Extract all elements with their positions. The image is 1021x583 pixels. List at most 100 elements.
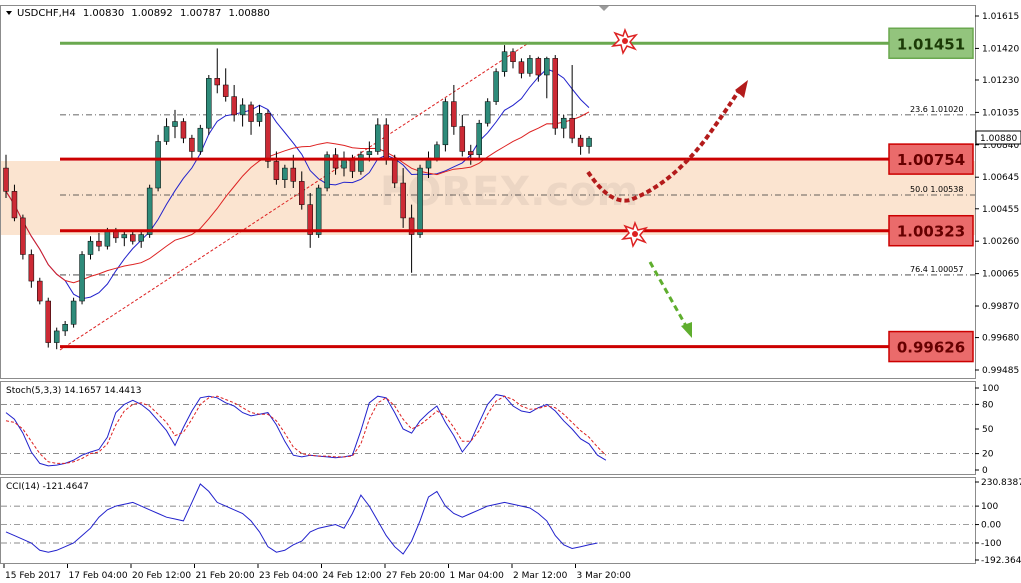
watermark: FOREX.com <box>380 169 638 215</box>
candle-body <box>163 126 170 142</box>
chart-header: USDCHF,H4 1.00830 1.00892 1.00787 1.0088… <box>17 8 270 19</box>
time-tick-label: 23 Feb 04:00 <box>259 571 318 581</box>
candle-body <box>577 137 584 147</box>
stochastic-tick-label: 0 <box>982 466 988 476</box>
candle-body <box>130 234 136 242</box>
candle-body <box>518 61 525 74</box>
price-tick-label: 1.00645 <box>982 173 1019 183</box>
chart-shift-marker-icon[interactable] <box>599 6 609 11</box>
fibo-label: 50.0 1.00538 <box>910 185 963 194</box>
candle-body <box>527 58 533 74</box>
price-tick-label: 0.99485 <box>982 366 1019 376</box>
stochastic-tick-label: 50 <box>982 425 994 435</box>
candle-body <box>53 330 60 343</box>
price-tick-label: 0.99680 <box>982 334 1019 344</box>
candle-body <box>11 191 18 219</box>
candle-body <box>37 280 43 302</box>
candle-body <box>510 51 516 62</box>
candle-body <box>222 84 229 97</box>
current-price-tag: 1.00880 <box>975 130 1021 145</box>
candle-body <box>265 112 271 162</box>
candle-body <box>459 126 466 152</box>
candle-body <box>189 137 195 152</box>
time-tick-label: 17 Feb 04:00 <box>69 571 128 581</box>
cci-label: CCI(14) -121.4647 <box>6 482 89 492</box>
candle-body <box>239 104 246 116</box>
candle-body <box>535 58 542 76</box>
candle-body <box>87 240 94 255</box>
candle-body <box>468 151 474 156</box>
candle-body <box>408 217 415 235</box>
price-tick-label: 1.01615 <box>982 12 1019 22</box>
moving-average-blue <box>5 68 590 300</box>
candle-body <box>299 181 305 205</box>
cci-tick-label: -192.3644 <box>981 556 1021 566</box>
stochastic-tick-label: 80 <box>982 400 994 410</box>
moving-average-red <box>5 111 590 284</box>
fibonacci-levels: 23.6 1.01020 50.0 1.00538 76.4 1.00057 <box>60 105 975 276</box>
candle-body <box>214 78 220 86</box>
close-price: 1.00880 <box>229 8 270 19</box>
stochastic-pane[interactable] <box>0 381 976 475</box>
cci-tick-label: 0.00 <box>981 521 1001 531</box>
level-box-sup-low <box>888 330 974 363</box>
candle-body <box>484 101 491 124</box>
candle-body <box>324 154 330 189</box>
time-tick-label: 20 Feb 12:00 <box>132 571 191 581</box>
fibo-label: 23.6 1.01020 <box>910 105 963 114</box>
candle-body <box>332 154 339 169</box>
candle-body <box>366 151 373 156</box>
trend-line[interactable] <box>59 41 531 351</box>
candle-body <box>28 254 35 282</box>
stochastic-tick-label: 20 <box>982 450 994 460</box>
time-tick-label: 2 Mar 12:00 <box>513 571 568 581</box>
cci-tick-label: 100 <box>981 502 998 512</box>
candle-body <box>104 230 111 247</box>
breakout-marker-icon <box>610 27 639 55</box>
price-tick-label: 1.00260 <box>982 237 1019 247</box>
open-price: 1.00830 <box>83 8 124 19</box>
candle-body <box>358 154 364 172</box>
candle-body <box>315 187 322 235</box>
bearish-arrow-head <box>681 322 692 338</box>
candle-body <box>248 104 254 122</box>
candle-body <box>231 96 237 116</box>
candle-body <box>290 167 297 182</box>
time-tick-label: 15 Feb 2017 <box>5 571 61 581</box>
symbol-dropdown-icon[interactable] <box>6 11 12 15</box>
candle-body <box>451 101 457 127</box>
candle-body <box>434 144 440 159</box>
price-tick-label: 1.01230 <box>982 76 1019 86</box>
cci-pane[interactable] <box>0 477 976 564</box>
candle-body <box>146 187 153 235</box>
candle-body <box>383 124 389 159</box>
candle-body <box>180 121 187 139</box>
candle-body <box>20 217 26 255</box>
candle-body <box>256 112 263 122</box>
time-tick-label: 1 Mar 04:00 <box>450 571 505 581</box>
cci-tick-label: 230.8387 <box>981 478 1021 488</box>
candle-body <box>476 122 482 156</box>
level-label-sup-low: 0.99626 <box>897 339 965 357</box>
time-tick-label: 27 Feb 20:00 <box>386 571 445 581</box>
time-tick-label: 21 Feb 20:00 <box>196 571 255 581</box>
candle-body <box>544 58 550 76</box>
time-tick-label: 24 Feb 12:00 <box>323 571 382 581</box>
price-tick-label: 1.00840 <box>982 141 1019 151</box>
current-price-label: 1.00880 <box>980 134 1017 144</box>
candle-body <box>307 204 313 235</box>
stochastic-signal-line <box>5 395 607 464</box>
time-tick-label: 3 Mar 20:00 <box>577 571 632 581</box>
candle-body <box>155 141 161 189</box>
stochastic-tick-label: 100 <box>982 384 999 394</box>
level-box-res-top <box>888 27 974 60</box>
candle-body <box>70 300 77 325</box>
level-label-sup-mid: 1.00323 <box>897 223 965 241</box>
stochastic-axis: 100 80 50 20 0 <box>975 384 999 476</box>
candle-body <box>3 167 9 192</box>
bullish-projection-arrow <box>586 90 740 203</box>
candlesticks <box>3 45 592 350</box>
candle-body <box>206 78 212 129</box>
price-tick-label: 0.99870 <box>982 302 1019 312</box>
